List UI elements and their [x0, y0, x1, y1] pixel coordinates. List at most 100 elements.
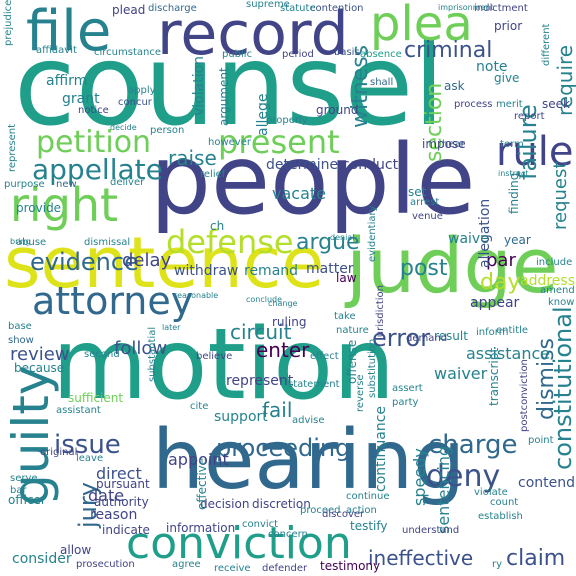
cloud-word: notice: [78, 105, 109, 116]
cloud-word: determine: [266, 157, 339, 173]
cloud-word: attorney: [32, 279, 194, 323]
cloud-word: plead: [112, 3, 146, 17]
cloud-word: plea: [370, 0, 473, 52]
cloud-word: basis: [334, 47, 360, 58]
cloud-word: indicate: [102, 523, 150, 537]
cloud-word: hear: [442, 139, 465, 150]
cloud-word: testimony: [320, 559, 381, 573]
cloud-word: because: [14, 361, 65, 375]
cloud-word: apply: [128, 85, 156, 96]
cloud-word: reason: [90, 507, 138, 523]
cloud-word: day: [480, 270, 521, 295]
cloud-word: discretion: [252, 497, 311, 511]
cloud-word: agree: [172, 559, 201, 570]
cloud-word: convict: [242, 519, 279, 530]
cloud-word: conduct: [342, 157, 399, 173]
cloud-word: note: [476, 59, 508, 75]
cloud-word: original: [40, 447, 78, 458]
cloud-word: establish: [478, 511, 523, 522]
cloud-word: argue: [296, 230, 360, 255]
cloud-word: new: [56, 179, 77, 190]
cloud-word: believe: [196, 351, 233, 362]
cloud-word: merit: [496, 99, 523, 110]
cloud-word: withdraw: [174, 263, 239, 279]
cloud-word: speedy: [410, 448, 429, 506]
cloud-word: represent: [226, 373, 294, 389]
cloud-word: proceeding: [216, 434, 351, 462]
cloud-word: consider: [12, 551, 72, 567]
cloud-word: decide: [110, 123, 137, 132]
cloud-word: substitution: [367, 338, 378, 398]
cloud-word: right: [10, 178, 119, 232]
cloud-word: pursuant: [96, 477, 150, 491]
cloud-word: public: [222, 49, 253, 60]
cloud-word: receive: [214, 563, 251, 574]
cloud-word: discharge: [148, 3, 197, 14]
cloud-word: error: [372, 324, 431, 352]
cloud-word: appellate: [32, 153, 163, 186]
cloud-word: contend: [518, 475, 575, 491]
cloud-word: ry: [492, 559, 503, 570]
cloud-word: fail: [262, 398, 293, 422]
cloud-word: reasonable: [174, 291, 219, 300]
cloud-word: later: [162, 323, 181, 332]
cloud-word: arrest: [410, 197, 440, 208]
cloud-word: violation: [191, 55, 207, 116]
cloud-word: action: [346, 505, 377, 516]
cloud-word: entitle: [496, 325, 529, 336]
cloud-word: know: [548, 297, 575, 308]
cloud-word: post: [400, 256, 448, 281]
cloud-word: count: [490, 497, 519, 508]
cloud-word: concur: [118, 97, 152, 108]
cloud-word: effective: [195, 457, 209, 510]
cloud-word: advise: [292, 415, 325, 426]
cloud-word: claim: [506, 546, 566, 571]
cloud-word: assistance: [466, 344, 551, 363]
cloud-word: counsel: [14, 21, 445, 151]
cloud-word: abuse: [16, 237, 47, 248]
cloud-word: deny: [426, 459, 501, 494]
cloud-word: effect: [310, 351, 339, 362]
cloud-word: support: [214, 409, 268, 425]
cloud-word: ch: [210, 219, 225, 233]
cloud-word: conviction: [126, 518, 352, 569]
cloud-word: indictment: [474, 3, 528, 14]
cloud-word: appear: [470, 295, 520, 311]
cloud-word: understand: [402, 525, 460, 536]
cloud-word: jurisdiction: [375, 285, 386, 340]
cloud-word: waive: [448, 231, 489, 247]
cloud-word: remand: [244, 263, 299, 279]
cloud-word: decision: [200, 497, 250, 511]
cloud-word: follow: [114, 338, 168, 359]
cloud-word: prejudice: [3, 0, 14, 47]
cloud-word: concern: [268, 529, 308, 540]
cloud-word: violate: [474, 487, 508, 498]
cloud-word: dismissal: [84, 237, 131, 248]
cloud-word: vacate: [272, 184, 326, 203]
cloud-word: judge: [346, 221, 559, 310]
cloud-word: provide: [16, 201, 62, 215]
cloud-word: represent: [7, 123, 18, 172]
cloud-word: continuance: [373, 405, 389, 492]
cloud-word: par: [486, 250, 516, 271]
cloud-word: appoint: [168, 450, 229, 469]
cloud-word: authority: [94, 495, 149, 509]
cloud-word: discover: [322, 509, 365, 520]
cloud-word: waiver: [434, 364, 488, 383]
cloud-word: charge: [428, 430, 518, 460]
cloud-word: ineffective: [368, 546, 474, 570]
cloud-word: request: [550, 161, 571, 230]
cloud-word: conclude: [246, 295, 283, 304]
cloud-word: period: [282, 49, 314, 60]
cloud-word: serve: [10, 473, 38, 484]
cloud-word: law: [336, 271, 357, 285]
cloud-word: bar: [10, 485, 27, 496]
cloud-word: absence: [360, 49, 402, 60]
cloud-word: show: [8, 335, 34, 346]
cloud-word: amend: [540, 285, 575, 296]
cloud-word: venue: [412, 211, 443, 222]
cloud-word: transcript: [487, 347, 501, 406]
cloud-word: ground: [316, 103, 359, 117]
cloud-word: base: [8, 321, 32, 332]
